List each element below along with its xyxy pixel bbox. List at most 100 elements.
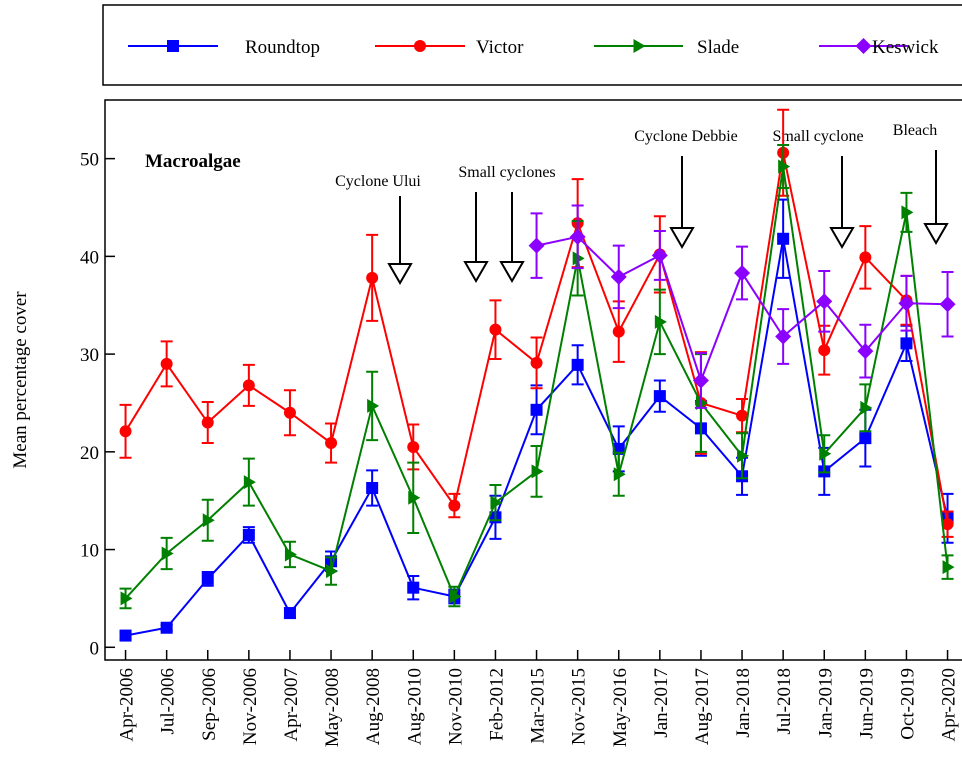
marker xyxy=(778,159,791,174)
marker xyxy=(860,400,873,415)
marker xyxy=(819,446,832,461)
x-tick-label: Aug-2017 xyxy=(692,668,713,745)
legend-label: Victor xyxy=(476,37,524,58)
marker xyxy=(737,448,750,463)
x-tick-label: Apr-2007 xyxy=(281,668,302,742)
legend-label: Slade xyxy=(697,37,739,58)
marker xyxy=(119,629,132,642)
annotation: Cyclone Debbie xyxy=(634,128,738,145)
marker xyxy=(407,440,420,453)
marker xyxy=(119,425,132,438)
x-tick-label: Nov-2006 xyxy=(240,668,261,745)
x-tick-label: Aug-2008 xyxy=(363,668,384,745)
marker xyxy=(160,621,173,634)
marker xyxy=(120,591,133,606)
x-tick-label: Aug-2010 xyxy=(404,668,425,745)
marker xyxy=(326,564,339,579)
legend-marker xyxy=(414,40,426,52)
legend-box xyxy=(102,4,962,86)
annotation: Cyclone Ului xyxy=(335,173,421,190)
marker xyxy=(569,228,586,245)
marker xyxy=(901,205,914,220)
marker xyxy=(201,416,214,429)
marker xyxy=(283,406,296,419)
x-tick-label: Jul-2018 xyxy=(774,668,795,735)
marker xyxy=(530,356,543,369)
marker xyxy=(736,409,749,422)
marker xyxy=(775,328,792,345)
legend-label: Keswick xyxy=(872,37,939,58)
marker xyxy=(531,464,544,479)
annotation: Small cyclone xyxy=(772,128,863,145)
x-tick-label: Apr-2006 xyxy=(117,668,138,742)
y-tick-label: 40 xyxy=(80,247,99,268)
marker xyxy=(610,268,627,285)
y-tick-label: 30 xyxy=(80,345,99,366)
plot-frame xyxy=(104,99,962,661)
y-tick-label: 10 xyxy=(80,541,99,562)
marker xyxy=(900,337,913,350)
x-tick-label: Apr-2020 xyxy=(939,668,960,742)
marker xyxy=(407,581,420,594)
marker xyxy=(366,481,379,494)
marker xyxy=(898,295,915,312)
y-tick-label: 0 xyxy=(90,638,100,659)
x-tick-label: Mar-2015 xyxy=(528,668,549,744)
marker xyxy=(242,528,255,541)
x-tick-label: Nov-2010 xyxy=(445,668,466,745)
marker xyxy=(408,490,421,505)
legend-marker xyxy=(855,38,872,54)
marker xyxy=(449,589,462,604)
marker xyxy=(651,247,668,264)
marker xyxy=(528,237,545,254)
marker xyxy=(939,296,956,313)
panel-title: Macroalgae xyxy=(145,151,241,172)
legend-marker xyxy=(167,40,179,52)
x-tick-label: Jul-2006 xyxy=(158,668,179,735)
marker xyxy=(284,547,297,562)
marker xyxy=(613,467,626,482)
marker xyxy=(243,475,256,490)
legend-marker xyxy=(633,39,646,53)
marker xyxy=(283,607,296,620)
marker xyxy=(366,271,379,284)
x-tick-label: Nov-2015 xyxy=(569,668,590,745)
marker xyxy=(242,379,255,392)
marker xyxy=(202,513,215,528)
marker xyxy=(857,343,874,360)
marker xyxy=(654,314,667,329)
marker xyxy=(816,293,833,310)
marker xyxy=(367,398,380,413)
marker xyxy=(325,437,338,450)
marker xyxy=(692,372,709,389)
marker xyxy=(448,499,461,512)
marker xyxy=(490,495,503,510)
x-tick-label: Jan-2018 xyxy=(733,668,754,738)
marker xyxy=(489,323,502,336)
x-tick-label: Oct-2019 xyxy=(897,668,918,740)
arrows xyxy=(387,150,949,285)
marker xyxy=(201,572,214,585)
marker xyxy=(530,403,543,416)
marker xyxy=(653,390,666,403)
y-tick-label: 50 xyxy=(80,150,99,171)
marker xyxy=(160,357,173,370)
marker xyxy=(161,546,174,561)
x-tick-label: May-2016 xyxy=(610,668,631,747)
series xyxy=(530,204,954,409)
marker xyxy=(612,325,625,338)
marker xyxy=(942,560,955,575)
marker xyxy=(859,432,872,445)
marker xyxy=(859,251,872,264)
x-tick-label: Jan-2019 xyxy=(815,668,836,738)
legend-label: Roundtop xyxy=(245,37,320,58)
marker xyxy=(571,358,584,371)
marker xyxy=(941,518,954,531)
marker xyxy=(818,344,831,357)
annotation: Small cyclones xyxy=(458,164,555,181)
x-tick-label: Feb-2012 xyxy=(486,668,507,741)
x-tick-label: Jan-2017 xyxy=(651,668,672,738)
x-tick-label: Sep-2006 xyxy=(199,668,220,741)
marker xyxy=(734,264,751,281)
